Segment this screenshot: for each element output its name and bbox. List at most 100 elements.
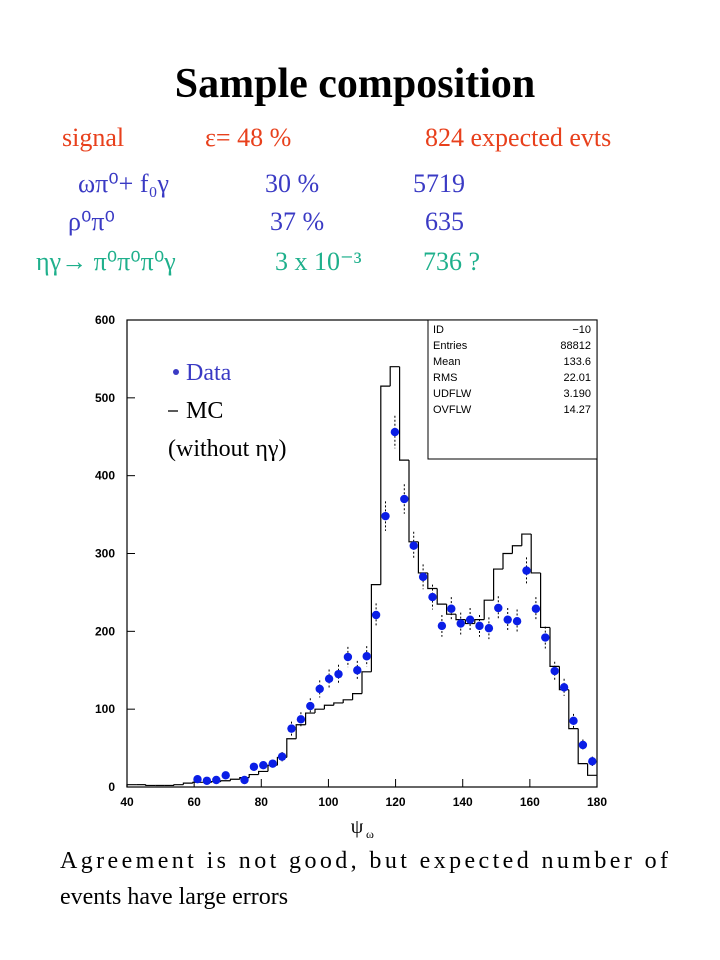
histogram-bin <box>182 782 193 785</box>
stats-value: 88812 <box>560 340 591 352</box>
histogram-bin <box>314 708 325 714</box>
x-tick-label: 140 <box>453 795 473 809</box>
data-point <box>456 619 465 628</box>
y-tick-label: 0 <box>108 780 115 794</box>
x-tick-label: 160 <box>520 795 540 809</box>
data-point <box>343 652 353 662</box>
stats-label: Entries <box>433 340 468 352</box>
data-point <box>578 740 588 750</box>
data-point <box>371 610 381 620</box>
x-tick-label: 40 <box>120 795 134 809</box>
histogram-bin <box>305 712 315 725</box>
x-tick-label: 100 <box>318 795 338 809</box>
data-point <box>550 666 559 676</box>
histogram-bin <box>286 738 297 758</box>
table-cell: 37 % <box>270 207 324 236</box>
data-point <box>362 652 371 661</box>
histogram-bin <box>511 545 522 554</box>
histogram-bin <box>427 572 438 590</box>
stats-value: 133.6 <box>563 356 591 368</box>
stats-value: 3.190 <box>563 388 591 400</box>
x-tick-label: 80 <box>255 795 269 809</box>
data-point <box>494 603 503 613</box>
data-point <box>400 494 409 504</box>
histogram-bin <box>145 784 156 787</box>
data-point <box>465 615 475 624</box>
histogram-bin <box>380 385 391 585</box>
legend-note: (without ηγ) <box>168 436 286 462</box>
data-point <box>193 775 202 784</box>
histogram-bin <box>258 770 268 775</box>
legend-bullet <box>173 369 179 375</box>
data-point <box>541 633 550 642</box>
table-cell: ε= 48 % <box>205 123 291 152</box>
y-tick-label: 600 <box>95 313 115 327</box>
data-point <box>240 775 249 785</box>
histogram-bin <box>587 763 597 776</box>
x-tick-label: 60 <box>187 795 201 809</box>
histogram-bin <box>502 552 513 570</box>
data-point <box>287 724 296 733</box>
slide-title: Sample composition <box>175 61 536 107</box>
x-tick-label: 120 <box>386 795 406 809</box>
histogram-bin <box>229 778 240 781</box>
data-point <box>221 771 230 780</box>
data-point <box>559 683 569 692</box>
stats-value: 14.27 <box>563 404 591 416</box>
histogram-bin <box>474 619 485 624</box>
data-point <box>484 624 494 633</box>
histogram-bin <box>248 773 259 778</box>
data-point <box>512 617 522 626</box>
y-tick-label: 200 <box>95 624 115 638</box>
table-cell: 635 <box>425 207 464 236</box>
stats-label: ID <box>433 324 444 336</box>
histogram-bin <box>333 702 344 706</box>
stats-value: 22.01 <box>563 372 591 384</box>
histogram-bin <box>521 533 532 546</box>
data-point <box>259 761 268 770</box>
data-point <box>381 511 390 521</box>
histogram-bin <box>389 366 400 387</box>
data-point <box>418 572 428 582</box>
histogram-bin <box>361 671 372 694</box>
histogram-bin <box>493 568 503 601</box>
histogram-bin <box>220 780 231 782</box>
data-point <box>522 566 531 575</box>
y-tick-label: 500 <box>95 391 115 405</box>
data-point <box>390 427 400 437</box>
y-tick-label: 400 <box>95 469 115 483</box>
data-point <box>569 716 578 726</box>
stats-label: RMS <box>433 372 457 384</box>
data-point <box>315 684 324 694</box>
table-cell: ηγ→ π⁰π⁰π⁰γ <box>36 247 176 276</box>
data-point <box>212 775 221 785</box>
histogram-bin <box>342 699 353 703</box>
stats-value: −10 <box>572 324 591 336</box>
histogram-bin <box>295 724 306 739</box>
data-point <box>428 592 437 602</box>
histogram-bin <box>577 728 588 765</box>
histogram-bin <box>530 534 541 574</box>
table-cell: 5719 <box>413 169 465 198</box>
table-cell: signal <box>62 123 124 152</box>
histogram-bin <box>126 784 137 787</box>
data-point <box>437 621 447 631</box>
stats-box <box>427 319 598 460</box>
data-point <box>324 674 334 684</box>
data-point <box>447 604 456 613</box>
histogram-bin <box>540 572 550 629</box>
data-point <box>409 541 418 550</box>
data-point <box>531 604 541 613</box>
footer-line: events have large errors <box>60 884 288 910</box>
data-point <box>353 666 362 675</box>
data-point <box>334 669 343 679</box>
data-point <box>277 752 287 761</box>
composition-table: signal ε= 48 % 824 expected evts ωπ⁰+ f₀γ 30… <box>36 123 611 276</box>
table-cell: 30 % <box>265 169 319 198</box>
table-cell: 824 expected evts <box>425 123 611 152</box>
histogram-bin <box>399 366 409 461</box>
x-tick-label: 180 <box>587 795 607 809</box>
x-axis-label: ψ <box>351 816 364 838</box>
histogram-bin <box>370 584 381 672</box>
